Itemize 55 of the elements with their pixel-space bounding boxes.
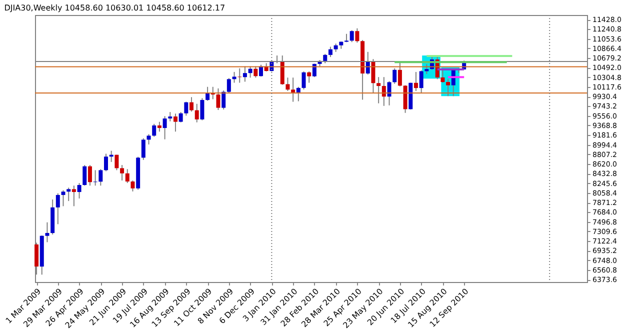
candlestick	[226, 78, 231, 94]
candlestick	[446, 78, 450, 97]
candlestick	[328, 46, 332, 58]
candlestick	[216, 88, 220, 110]
candlestick	[387, 80, 392, 106]
candlestick	[291, 77, 296, 102]
candlestick	[178, 112, 183, 123]
candlestick	[355, 28, 360, 44]
candlestick	[146, 134, 151, 145]
candlestick	[424, 64, 429, 74]
candlestick	[440, 68, 445, 84]
candlestick	[114, 154, 119, 171]
candlestick	[403, 84, 408, 114]
candlestick	[82, 164, 87, 186]
candlestick	[307, 70, 312, 84]
candlestick	[190, 96, 194, 112]
candlestick	[232, 71, 236, 84]
candlestick	[125, 168, 130, 184]
candlestick	[88, 164, 92, 186]
candlestick	[242, 66, 247, 82]
candlestick	[120, 164, 124, 181]
candlestick	[206, 86, 210, 102]
candlestick	[152, 123, 156, 138]
candlestick	[56, 192, 60, 225]
candlestick	[66, 187, 71, 202]
candlestick	[77, 182, 82, 199]
candlestick	[392, 68, 397, 84]
candlestick	[254, 66, 258, 78]
candlestick	[173, 113, 178, 132]
candlestick	[168, 112, 172, 122]
candlestick	[104, 153, 108, 172]
candlestick	[286, 77, 290, 92]
candlestick	[248, 66, 252, 78]
candlestick	[72, 185, 76, 207]
candlestick	[184, 101, 188, 116]
candlestick	[130, 180, 135, 192]
candlestick	[45, 222, 50, 243]
candlestick	[302, 70, 306, 90]
candlestick	[61, 190, 66, 207]
chart-title: DJIA30,Weekly 10458.60 10630.01 10458.60 10612.17	[4, 4, 226, 12]
candlestick	[141, 138, 146, 160]
candlestick	[398, 62, 402, 87]
candlestick	[98, 168, 103, 186]
candlestick	[200, 98, 204, 121]
candlestick	[376, 76, 381, 104]
candlestick	[296, 86, 300, 102]
candlestick	[194, 103, 199, 123]
candlestick	[414, 71, 418, 92]
candlestick	[419, 70, 424, 94]
candlestick	[238, 68, 242, 84]
candlestick	[157, 121, 162, 132]
candlestick	[162, 116, 167, 140]
candlestick	[350, 30, 354, 43]
candlestick	[93, 170, 98, 186]
candlestick	[222, 90, 226, 110]
